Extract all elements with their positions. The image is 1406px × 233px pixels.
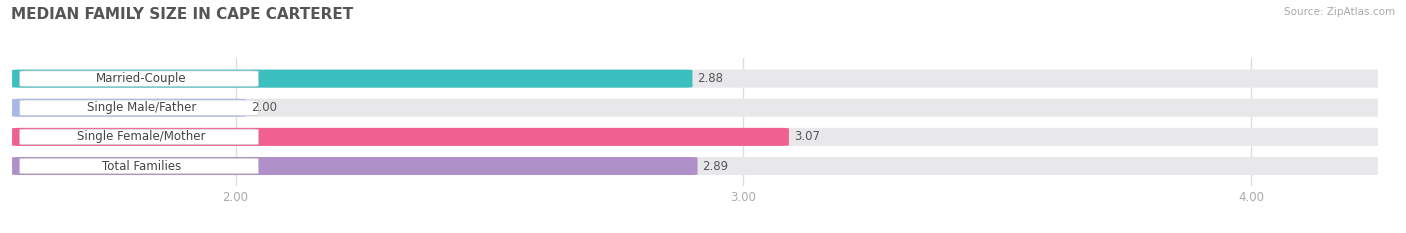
- Text: 2.00: 2.00: [250, 101, 277, 114]
- Text: Married-Couple: Married-Couple: [96, 72, 187, 85]
- Text: 2.89: 2.89: [703, 160, 728, 172]
- FancyBboxPatch shape: [13, 70, 1388, 88]
- FancyBboxPatch shape: [13, 99, 1388, 117]
- Text: 2.88: 2.88: [697, 72, 724, 85]
- FancyBboxPatch shape: [13, 128, 1388, 146]
- FancyBboxPatch shape: [20, 158, 259, 174]
- FancyBboxPatch shape: [13, 128, 789, 146]
- Text: MEDIAN FAMILY SIZE IN CAPE CARTERET: MEDIAN FAMILY SIZE IN CAPE CARTERET: [11, 7, 353, 22]
- FancyBboxPatch shape: [13, 157, 697, 175]
- Text: Single Female/Mother: Single Female/Mother: [77, 130, 205, 143]
- Text: 3.07: 3.07: [794, 130, 820, 143]
- Text: Single Male/Father: Single Male/Father: [87, 101, 197, 114]
- FancyBboxPatch shape: [20, 129, 259, 145]
- FancyBboxPatch shape: [20, 100, 259, 116]
- Text: Total Families: Total Families: [103, 160, 181, 172]
- FancyBboxPatch shape: [13, 70, 692, 88]
- FancyBboxPatch shape: [13, 99, 246, 117]
- FancyBboxPatch shape: [20, 71, 259, 86]
- FancyBboxPatch shape: [13, 157, 1388, 175]
- Text: Source: ZipAtlas.com: Source: ZipAtlas.com: [1284, 7, 1395, 17]
